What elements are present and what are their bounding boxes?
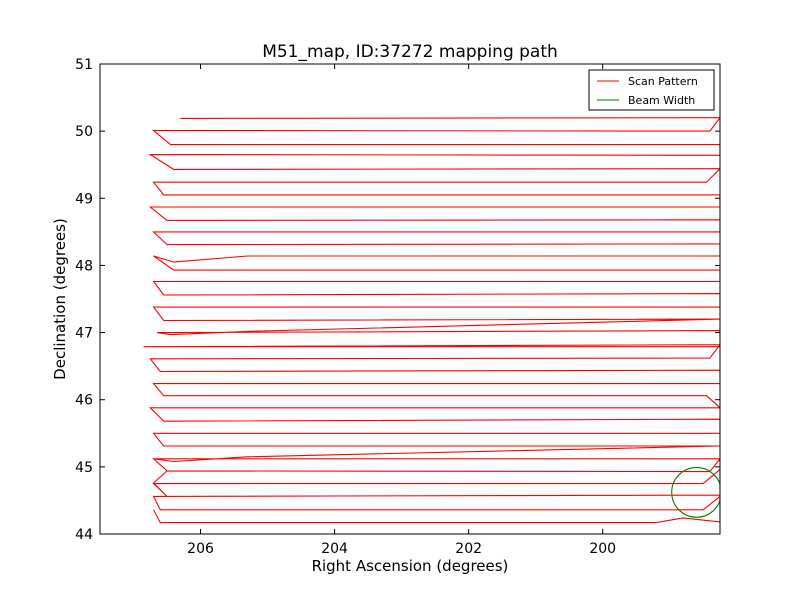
y-tick-label: 47	[75, 326, 93, 342]
x-tick-label: 200	[589, 541, 616, 557]
legend: Scan Pattern Beam Width	[588, 69, 715, 111]
x-tick-label: 202	[455, 541, 482, 557]
y-tick-label: 45	[75, 460, 93, 476]
chart-title: M51_map, ID:37272 mapping path	[262, 42, 558, 62]
y-axis-label: Declination (degrees)	[51, 218, 69, 380]
plot-frame	[99, 63, 721, 535]
y-tick-label: 50	[75, 124, 93, 140]
y-tick-label: 51	[75, 57, 93, 73]
y-tick-label: 48	[75, 258, 93, 274]
plot-background	[100, 64, 720, 534]
y-tick-label: 46	[75, 393, 93, 409]
plot-area	[99, 63, 721, 535]
legend-label-scan-pattern: Scan Pattern	[628, 75, 698, 88]
series-scan-pattern-line	[143, 117, 720, 524]
legend-box	[588, 69, 715, 111]
x-axis: 206 204 202 200	[187, 64, 616, 557]
x-tick-label: 206	[187, 541, 214, 557]
y-tick-label: 44	[75, 527, 93, 543]
legend-label-beam-width: Beam Width	[628, 94, 695, 107]
x-axis-label: Right Ascension (degrees)	[312, 557, 509, 575]
x-tick-label: 204	[321, 541, 348, 557]
beam-width-circle	[671, 466, 720, 518]
y-tick-label: 49	[75, 191, 93, 207]
y-axis: 44 45 46 47 48 49 50 51	[75, 57, 720, 543]
